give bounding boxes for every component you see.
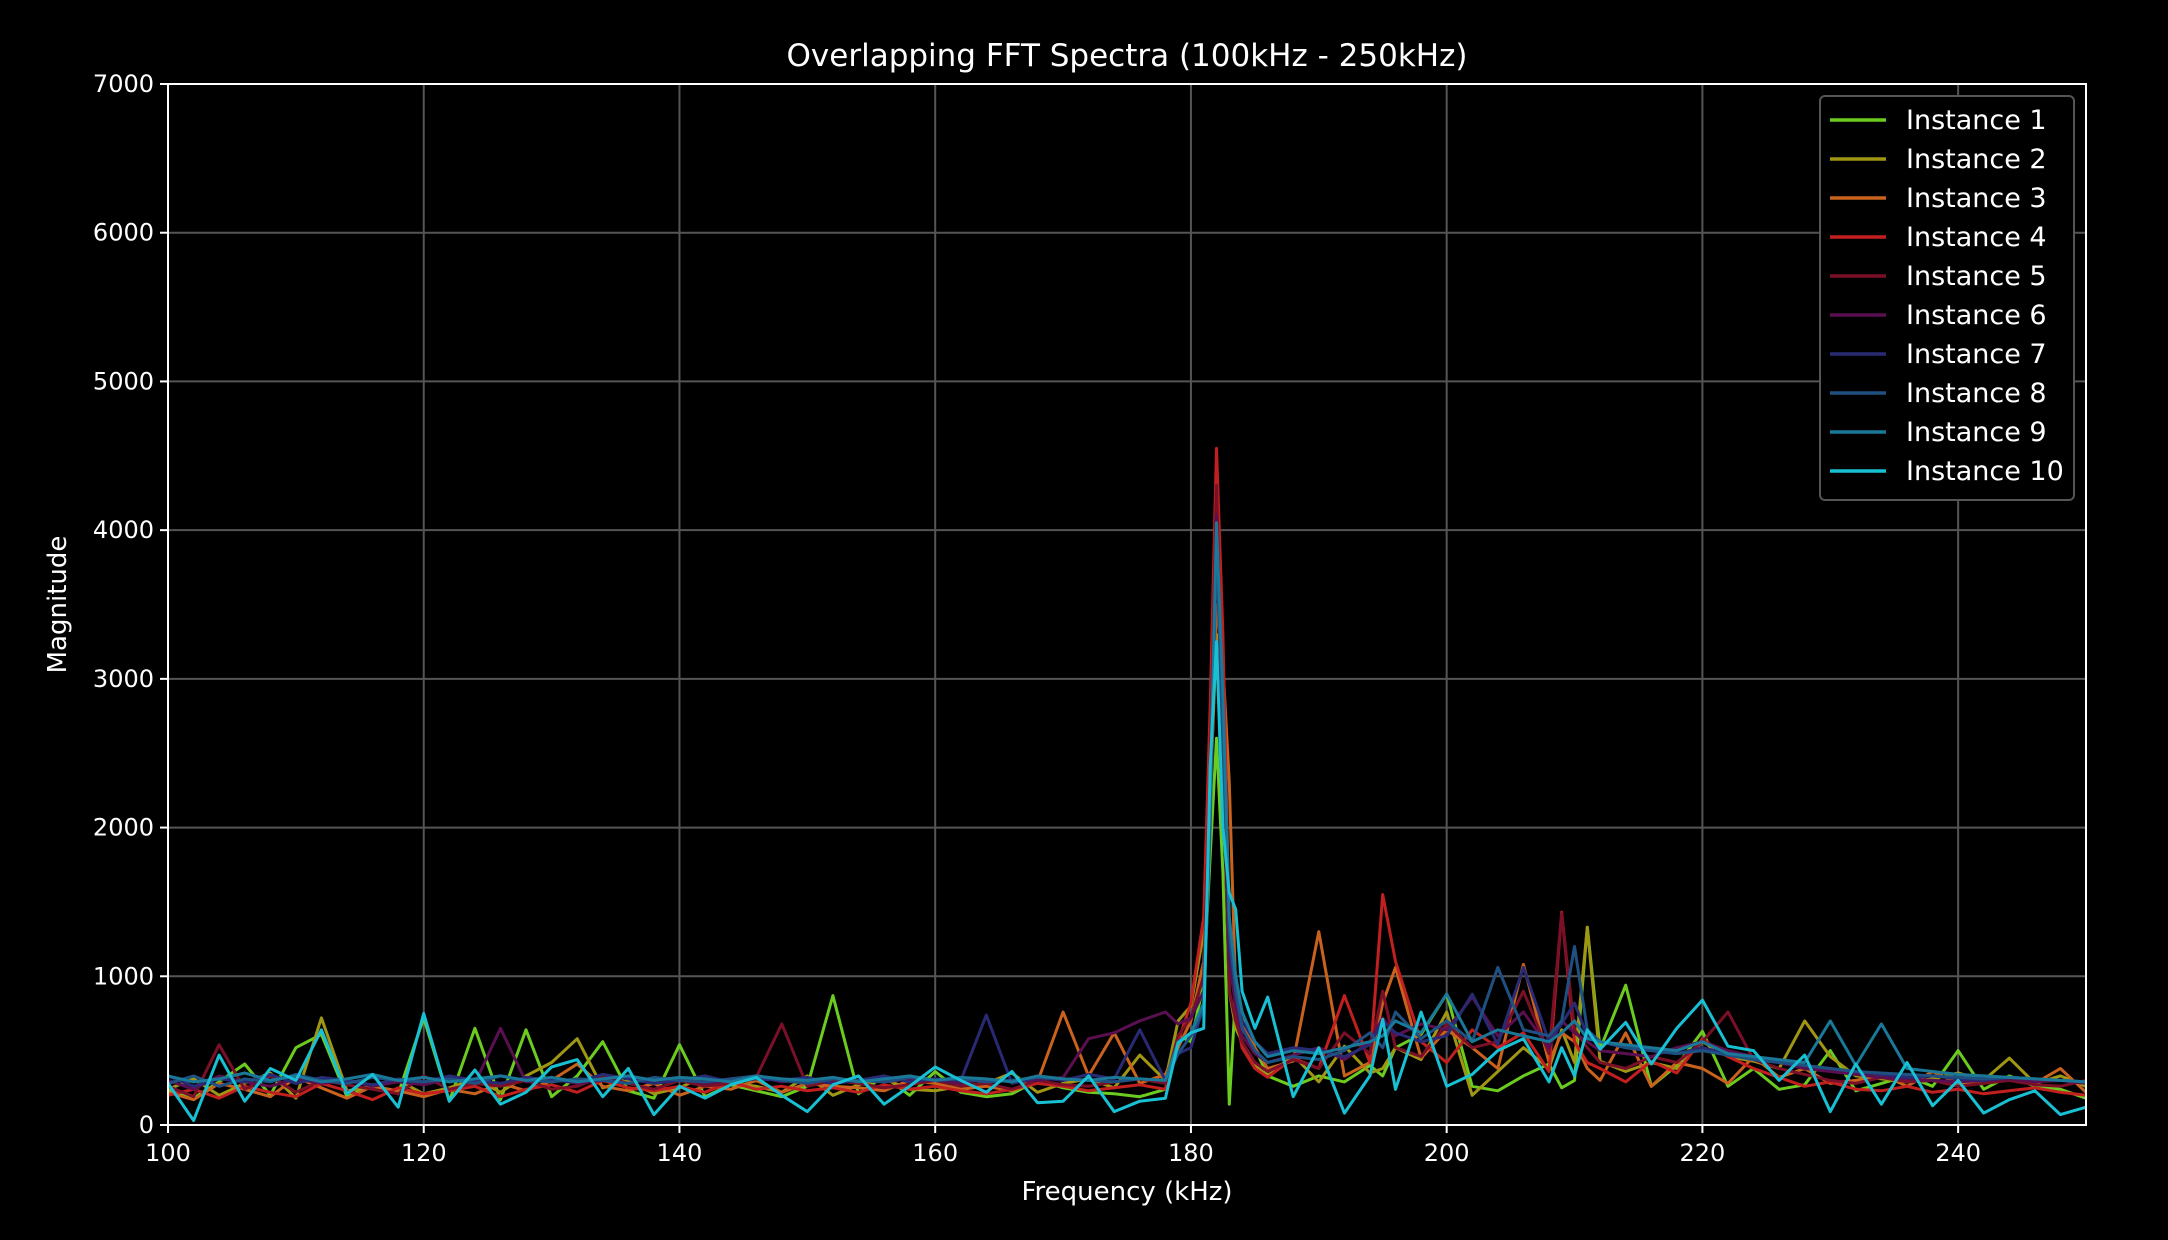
x-tick-label-6: 220 — [1679, 1139, 1725, 1167]
y-tick-label-7: 7000 — [93, 70, 154, 98]
legend-label-5: Instance 5 — [1906, 261, 2047, 292]
y-tick-label-3: 3000 — [93, 665, 154, 693]
x-tick-label-3: 160 — [912, 1139, 958, 1167]
y-tick-label-5: 5000 — [93, 367, 154, 395]
y-tick-label-0: 0 — [139, 1111, 154, 1139]
x-tick-label-0: 100 — [145, 1139, 191, 1167]
x-tick-label-5: 200 — [1424, 1139, 1470, 1167]
legend-label-10: Instance 10 — [1906, 456, 2064, 487]
y-axis-label: Magnitude — [43, 536, 73, 674]
y-tick-label-1: 1000 — [93, 962, 154, 990]
plot-frame — [167, 83, 2087, 1126]
x-axis-label: Frequency (kHz) — [1021, 1177, 1232, 1207]
y-tick-label-4: 4000 — [93, 516, 154, 544]
x-tick-label-1: 120 — [401, 1139, 447, 1167]
legend-label-6: Instance 6 — [1906, 300, 2047, 331]
x-tick-label-7: 240 — [1935, 1139, 1981, 1167]
legend-label-7: Instance 7 — [1906, 339, 2047, 370]
legend-label-4: Instance 4 — [1906, 222, 2047, 253]
y-tick-label-2: 2000 — [93, 814, 154, 842]
series-lines — [166, 446, 2088, 1122]
series-line-10 — [166, 640, 2087, 1122]
legend-label-3: Instance 3 — [1906, 183, 2047, 214]
legend: Instance 1 Instance 2 Instance 3 Instance 4… — [1819, 95, 2075, 501]
chart-title: Overlapping FFT Spectra (100kHz - 250kHz… — [787, 38, 1468, 74]
x-tick-label-4: 180 — [1168, 1139, 1214, 1167]
x-tick-label-2: 140 — [657, 1139, 703, 1167]
legend-items: Instance 1 Instance 2 Instance 3 Instance 4… — [1830, 105, 2064, 487]
legend-label-2: Instance 2 — [1906, 144, 2047, 175]
tick-labels: 100 120 140 160 180 200 220 240 0 1000 2000 3000 400… — [93, 70, 1981, 1167]
legend-label-8: Instance 8 — [1906, 378, 2047, 409]
legend-label-1: Instance 1 — [1906, 105, 2047, 136]
grid — [168, 84, 2086, 1125]
y-tick-label-6: 6000 — [93, 219, 154, 247]
legend-label-9: Instance 9 — [1906, 417, 2047, 448]
